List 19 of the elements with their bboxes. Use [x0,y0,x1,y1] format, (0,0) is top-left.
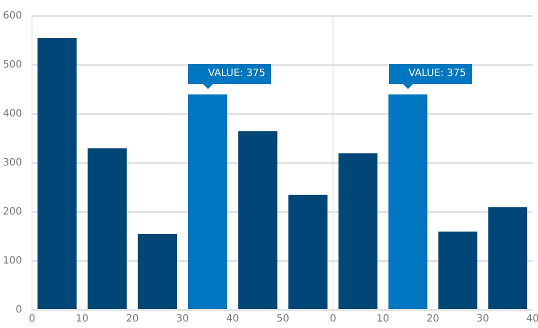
y-tick-label: 200 [2,206,22,218]
x-tick-label: 20 [426,314,440,325]
x-tick-label: 50 [276,314,290,325]
y-tick-label: 0 [16,304,22,316]
y-tick-label: 500 [2,60,22,71]
x-tick-label: 30 [476,314,490,325]
y-tick-label: 300 [2,158,22,169]
y-tick-label: 600 [2,10,22,22]
x-tick-label: 30 [176,314,189,325]
annotation: VALUE: 375 [188,64,272,84]
y-tick-label: 100 [2,256,22,267]
x-tick-label: 10 [376,314,390,325]
y-tick-label: 400 [2,108,22,120]
x-tick-label: 0 [330,314,336,325]
x-tick-label: 40 [226,314,240,325]
x-tick-label: 10 [76,314,89,325]
x-tick-label: 0 [28,314,36,325]
annotation: VALUE: 375 [388,64,472,84]
x-tick-label: 20 [126,314,139,325]
